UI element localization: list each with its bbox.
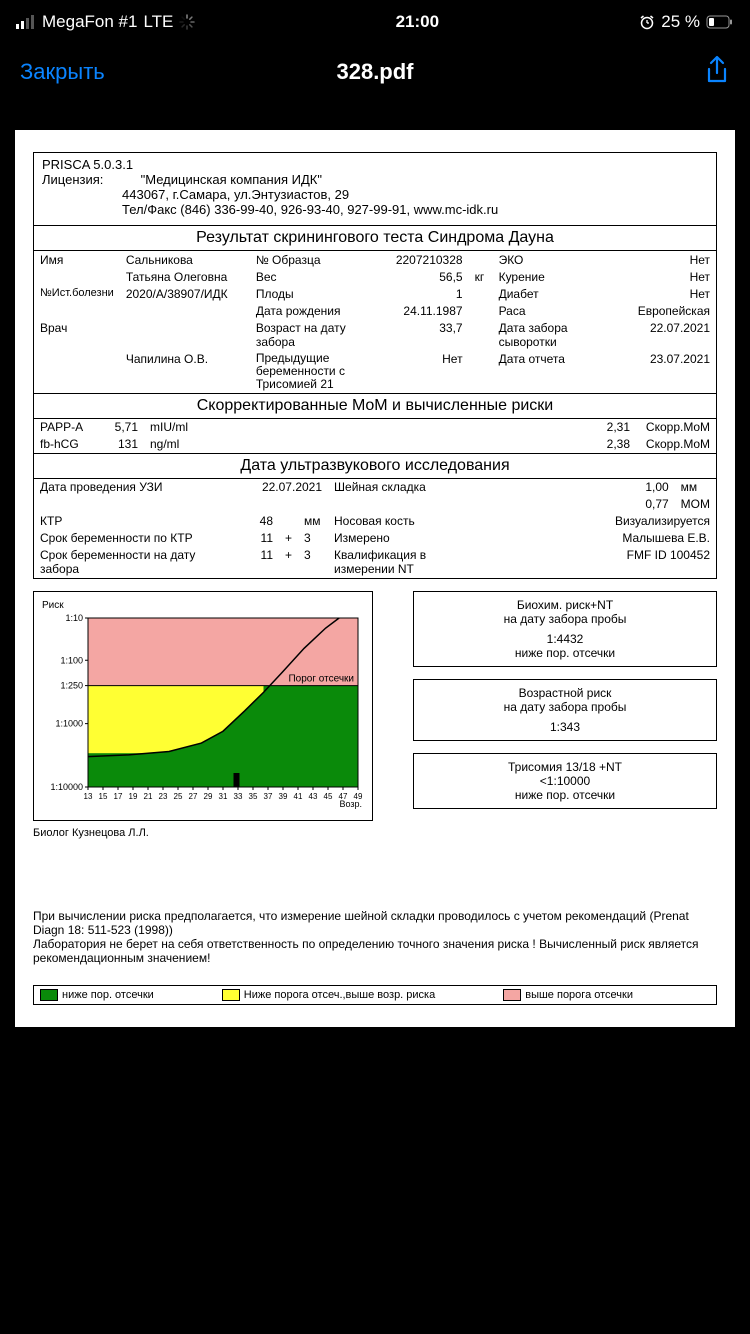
patient-table: ИмяСальникова № Образца2207210328 ЭКОНет… [34,251,716,393]
svg-text:1:10: 1:10 [65,613,83,623]
app-name: PRISCA 5.0.3.1 [42,157,708,172]
svg-text:21: 21 [144,792,153,801]
biologist: Биолог Кузнецова Л.Л. [33,827,373,839]
network-label: LTE [143,12,173,32]
section-title-1: Результат скринингового теста Синдрома Д… [34,225,716,250]
section-title-3: Дата ультразвукового исследования [34,453,716,478]
share-button[interactable] [704,55,730,90]
svg-text:17: 17 [114,792,123,801]
ultrasound-table: Дата проведения УЗИ22.07.2021Шейная скла… [34,479,716,578]
svg-text:1:10000: 1:10000 [50,782,83,792]
close-button[interactable]: Закрыть [20,59,105,85]
svg-text:23: 23 [159,792,168,801]
status-bar: MegaFon #1 LTE 21:00 25 % [0,0,750,44]
doc-header: PRISCA 5.0.3.1 Лицензия: "Медицинская ко… [34,153,716,225]
svg-text:37: 37 [264,792,273,801]
svg-text:41: 41 [294,792,303,801]
legend-swatch-mid [222,989,240,1001]
battery-icon [706,15,734,29]
document-title: 328.pdf [336,59,413,85]
svg-text:39: 39 [279,792,288,801]
legend: ниже пор. отсечки Ниже порога отсеч.,выш… [33,985,717,1005]
battery-pct: 25 % [661,12,700,32]
svg-text:29: 29 [204,792,213,801]
license-name: "Медицинская компания ИДК" [141,172,322,187]
svg-text:43: 43 [309,792,318,801]
license-address: 443067, г.Самара, ул.Энтузиастов, 29 [122,187,708,202]
mom-table: PAPP-A5,71mIU/ml2,31Скорр.MoM fb-hCG131n… [34,419,716,453]
pdf-viewer[interactable]: PRISCA 5.0.3.1 Лицензия: "Медицинская ко… [0,100,750,1334]
footnote: При вычислении риска предполагается, что… [33,909,717,965]
svg-text:35: 35 [249,792,258,801]
license-tel: Тел/Факс (846) 336-99-40, 926-93-40, 927… [122,202,708,217]
license-label: Лицензия: [42,172,103,187]
risk-box-t1318: Трисомия 13/18 +NT<1:10000ниже пор. отсе… [413,753,717,809]
legend-swatch-high [503,989,521,1001]
risk-box-biochem: Биохим. риск+NTна дату забора пробы 1:44… [413,591,717,667]
svg-text:1:1000: 1:1000 [55,718,83,728]
clock: 21:00 [396,12,439,32]
svg-text:27: 27 [189,792,198,801]
svg-text:45: 45 [324,792,333,801]
svg-text:Риск: Риск [42,600,64,611]
svg-text:1:100: 1:100 [60,655,83,665]
risk-chart: Риск Порог отсечки 1:10 1:100 1:250 1:1000 1:1… [33,591,373,821]
svg-text:Возр.: Возр. [339,799,362,809]
svg-text:1:250: 1:250 [60,680,83,690]
svg-text:15: 15 [99,792,108,801]
signal-icon [16,15,36,29]
alarm-icon [639,14,655,30]
svg-text:31: 31 [219,792,228,801]
svg-text:25: 25 [174,792,183,801]
section-title-2: Скорректированные MoM и вычисленные риск… [34,393,716,418]
legend-swatch-low [40,989,58,1001]
risk-box-age: Возрастной рискна дату забора пробы 1:34… [413,679,717,741]
pdf-page: PRISCA 5.0.3.1 Лицензия: "Медицинская ко… [15,130,735,1027]
svg-text:19: 19 [129,792,138,801]
svg-text:33: 33 [234,792,243,801]
loading-spinner-icon [179,14,195,30]
carrier-label: MegaFon #1 [42,12,137,32]
svg-text:Порог отсечки: Порог отсечки [288,673,354,684]
svg-text:13: 13 [84,792,93,801]
nav-bar: Закрыть 328.pdf [0,44,750,100]
